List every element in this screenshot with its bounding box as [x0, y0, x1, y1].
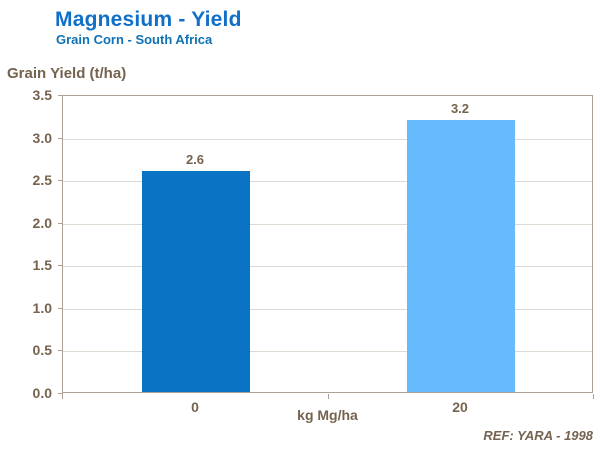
- y-tick-label: 2.0: [32, 215, 52, 231]
- bar-value-label: 2.6: [185, 152, 205, 167]
- chart-subtitle: Grain Corn - South Africa: [56, 32, 213, 47]
- bar-20: [407, 120, 515, 392]
- x-tick-mark: [62, 394, 63, 399]
- y-tick-mark: [58, 265, 63, 266]
- y-tick-mark: [58, 138, 63, 139]
- y-tick-mark: [58, 350, 63, 351]
- y-tick-label: 1.5: [32, 257, 52, 273]
- y-tick-label: 3.5: [32, 87, 52, 103]
- gridline: [63, 351, 592, 352]
- chart-title: Magnesium - Yield: [55, 8, 242, 31]
- y-axis-title: Grain Yield (t/ha): [7, 65, 127, 82]
- y-tick-mark: [58, 393, 63, 394]
- bar-0: [142, 171, 250, 392]
- gridline: [63, 266, 592, 267]
- x-category-label: 20: [452, 399, 468, 415]
- y-tick-mark: [58, 180, 63, 181]
- y-tick-label: 3.0: [32, 130, 52, 146]
- y-tick-mark: [58, 95, 63, 96]
- x-tick-mark: [328, 394, 329, 399]
- reference-note: REF: YARA - 1998: [483, 428, 593, 443]
- y-tick-mark: [58, 223, 63, 224]
- x-category-label: 0: [191, 399, 199, 415]
- gridline: [63, 309, 592, 310]
- plot-area: [62, 95, 593, 393]
- y-tick-mark: [58, 308, 63, 309]
- y-tick-label: 1.0: [32, 300, 52, 316]
- gridline: [63, 139, 592, 140]
- bar-value-label: 3.2: [450, 101, 470, 116]
- x-tick-mark: [593, 394, 594, 399]
- y-tick-label: 2.5: [32, 172, 52, 188]
- y-tick-label: 0.5: [32, 342, 52, 358]
- gridline: [63, 224, 592, 225]
- y-tick-label: 0.0: [32, 385, 52, 401]
- x-axis-title: kg Mg/ha: [297, 407, 358, 423]
- gridline: [63, 181, 592, 182]
